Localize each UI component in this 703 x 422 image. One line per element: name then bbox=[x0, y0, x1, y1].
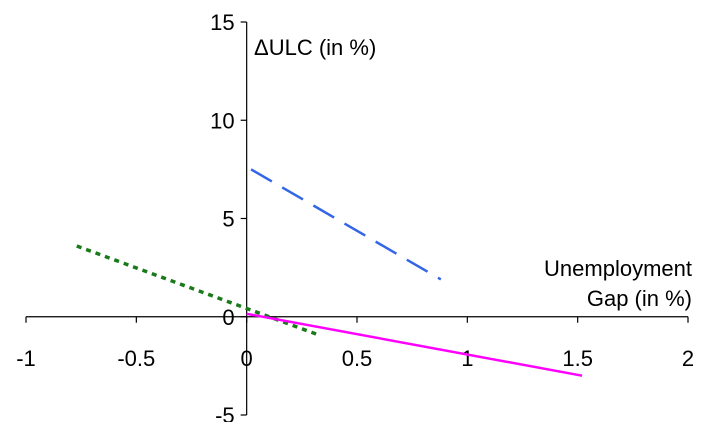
y-ticks: -5 0 5 10 15 bbox=[210, 10, 247, 422]
y-tick-label: 5 bbox=[222, 207, 234, 232]
x-tick-label: 0.5 bbox=[342, 346, 373, 371]
x-tick-label: 1.5 bbox=[562, 346, 593, 371]
x-tick-label: 1 bbox=[461, 346, 473, 371]
x-tick-label: 0 bbox=[241, 346, 253, 371]
x-axis-title-line-1: Unemployment bbox=[544, 256, 692, 281]
x-tick-label: -0.5 bbox=[117, 346, 155, 371]
y-tick-label: 15 bbox=[210, 10, 234, 35]
y-axis-title: ΔULC (in %) bbox=[254, 35, 376, 60]
series-line-solid bbox=[246, 312, 583, 377]
y-tick-label: 0 bbox=[222, 305, 234, 330]
y-tick-label: -5 bbox=[215, 403, 235, 422]
x-axis-title-line-2: Gap (in %) bbox=[587, 286, 692, 311]
series-line-dashed bbox=[250, 168, 442, 281]
x-ticks: -1 -0.5 0 0.5 1 1.5 2 bbox=[16, 316, 694, 371]
series-layer bbox=[76, 168, 583, 377]
x-tick-label: 2 bbox=[682, 346, 694, 371]
y-tick-label: 10 bbox=[210, 108, 234, 133]
x-tick-label: -1 bbox=[16, 346, 36, 371]
